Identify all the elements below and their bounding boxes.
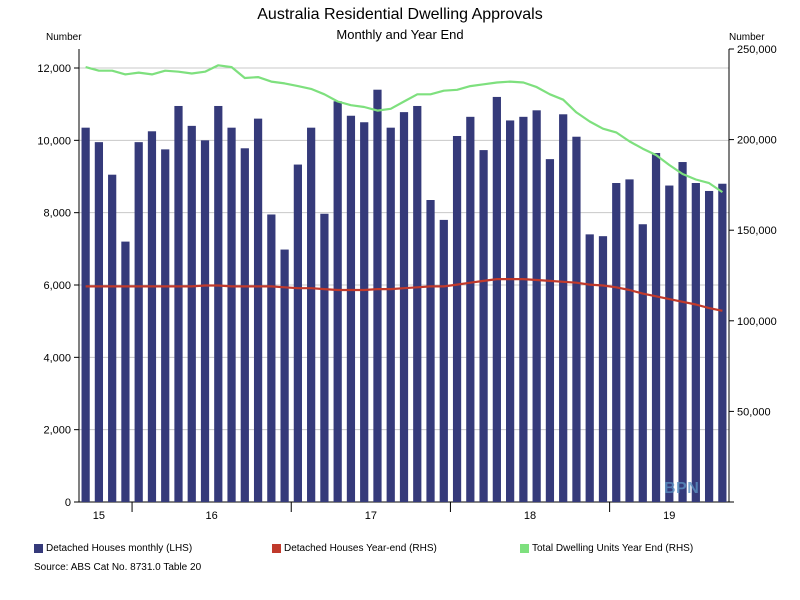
bar (665, 185, 674, 502)
bar (572, 136, 581, 502)
bar (426, 200, 435, 502)
bar (94, 142, 104, 502)
series-line (85, 64, 724, 194)
chart-subtitle: Monthly and Year End (336, 27, 464, 42)
source-note: Source: ABS Cat No. 8731.0 Table 20 (34, 562, 202, 573)
legend-item-total-dwelling: Total Dwelling Units Year End (RHS) (520, 543, 693, 554)
x-year-label: 15 (93, 510, 105, 522)
bar (174, 105, 183, 502)
bar (81, 127, 90, 503)
bar (718, 183, 727, 502)
left-tick-label: 4,000 (43, 352, 71, 364)
legend-item-detached-monthly: Detached Houses monthly (LHS) (34, 543, 192, 554)
bar (280, 249, 289, 502)
bar (452, 135, 462, 502)
bar (187, 125, 196, 502)
legend-label: Detached Houses Year-end (RHS) (284, 543, 437, 554)
bar (346, 115, 356, 503)
bar (466, 116, 475, 502)
right-axis-unit: Number (729, 32, 765, 43)
bar (612, 183, 621, 502)
bar (214, 105, 223, 502)
bar (373, 89, 382, 502)
bar (227, 127, 236, 503)
bar (147, 131, 157, 502)
left-tick-label: 0 (65, 497, 71, 509)
bar (479, 150, 488, 502)
bar (121, 241, 130, 502)
legend-label: Detached Houses monthly (LHS) (46, 543, 193, 554)
bar (439, 219, 448, 502)
bar (691, 183, 700, 502)
bar (413, 105, 422, 502)
bar (559, 114, 568, 502)
bar (519, 116, 528, 502)
bar (585, 234, 594, 502)
bar (678, 162, 687, 503)
left-tick-label: 10,000 (37, 135, 71, 147)
bar (638, 224, 647, 503)
left-tick-label: 6,000 (43, 280, 71, 292)
bar (704, 190, 714, 502)
bar (598, 236, 608, 503)
bar (625, 179, 634, 503)
bar (386, 127, 395, 503)
left-tick-label: 2,000 (43, 425, 71, 437)
watermark-logo: BPN (664, 480, 700, 497)
x-year-label: 17 (365, 510, 377, 522)
chart-title: Australia Residential Dwelling Approvals (257, 6, 543, 23)
right-tick-label: 150,000 (737, 225, 777, 237)
bar (200, 140, 210, 503)
legend-item-detached-year-end: Detached Houses Year-end (RHS) (272, 543, 437, 554)
legend-label: Total Dwelling Units Year End (RHS) (532, 543, 694, 554)
bar (532, 110, 541, 502)
left-tick-label: 8,000 (43, 208, 71, 220)
bar (399, 112, 409, 502)
bar (161, 149, 170, 502)
bar (307, 127, 316, 503)
x-year-label: 16 (206, 510, 218, 522)
bar (545, 159, 555, 502)
bar (320, 213, 329, 503)
bar (267, 214, 276, 502)
right-tick-label: 50,000 (737, 406, 771, 418)
bar (293, 164, 302, 502)
right-tick-label: 200,000 (737, 135, 777, 147)
right-tick-label: 100,000 (737, 316, 777, 328)
bar (253, 118, 263, 502)
left-axis-unit: Number (46, 32, 82, 43)
legend-swatch-bar (34, 544, 43, 553)
bar (492, 96, 501, 502)
series-line (85, 278, 723, 312)
left-tick-label: 12,000 (37, 63, 71, 75)
bar (108, 174, 117, 503)
legend-swatch-line (272, 544, 281, 553)
bar (333, 101, 342, 503)
x-year-label: 18 (524, 510, 536, 522)
bar (134, 142, 143, 502)
bar (360, 122, 369, 502)
bar (240, 148, 249, 503)
bar (506, 120, 515, 503)
x-year-label: 19 (663, 510, 675, 522)
legend-swatch-line (520, 544, 529, 553)
right-tick-label: 250,000 (737, 44, 777, 56)
bar (651, 152, 661, 502)
